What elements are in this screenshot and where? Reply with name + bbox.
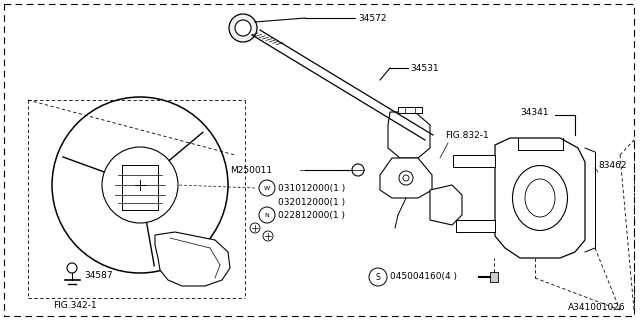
Text: N: N (264, 212, 269, 218)
Circle shape (67, 263, 77, 273)
Polygon shape (398, 107, 422, 113)
FancyBboxPatch shape (490, 272, 498, 282)
Text: 34341: 34341 (520, 108, 548, 116)
Text: 34587: 34587 (84, 271, 113, 281)
Text: W: W (264, 186, 270, 190)
Circle shape (352, 164, 364, 176)
Text: 83462: 83462 (598, 161, 627, 170)
Polygon shape (380, 158, 432, 198)
Circle shape (235, 20, 251, 36)
Circle shape (263, 231, 273, 241)
Text: A341001026: A341001026 (568, 303, 626, 312)
Polygon shape (155, 232, 230, 286)
Circle shape (250, 223, 260, 233)
Text: 34531: 34531 (410, 63, 438, 73)
Polygon shape (495, 138, 585, 258)
Text: 045004160(4 ): 045004160(4 ) (390, 273, 457, 282)
Polygon shape (430, 185, 462, 225)
Text: FIG.832-1: FIG.832-1 (445, 131, 489, 140)
Text: M250011: M250011 (230, 165, 272, 174)
Text: 34572: 34572 (358, 13, 387, 22)
Text: FIG.342-1: FIG.342-1 (53, 301, 97, 310)
Circle shape (229, 14, 257, 42)
Text: S: S (376, 273, 380, 282)
Polygon shape (388, 112, 430, 158)
Polygon shape (453, 155, 495, 167)
Text: 032012000(1 ): 032012000(1 ) (278, 197, 345, 206)
Text: 022812000(1 ): 022812000(1 ) (278, 211, 345, 220)
Text: 031012000(1 ): 031012000(1 ) (278, 183, 345, 193)
Polygon shape (456, 220, 495, 232)
